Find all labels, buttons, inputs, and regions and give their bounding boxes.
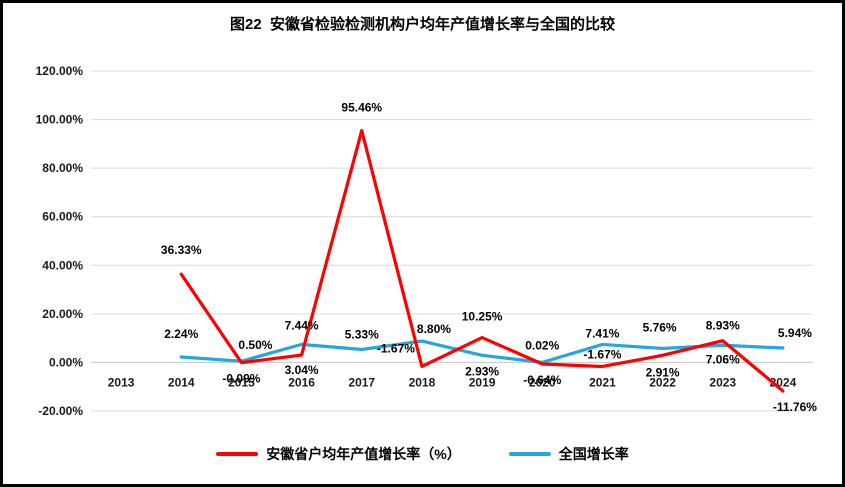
y-tick-label: 20.00% xyxy=(42,307,83,321)
x-axis-label: 2016 xyxy=(288,375,315,389)
x-axis-label: 2019 xyxy=(469,375,496,389)
data-label: 7.44% xyxy=(285,318,319,332)
data-label: -0.64% xyxy=(523,373,561,387)
data-label: 3.04% xyxy=(285,363,319,377)
y-tick-label: 120.00% xyxy=(36,64,84,78)
legend-item-national: 全国增长率 xyxy=(508,444,629,464)
data-label: 2.93% xyxy=(465,364,499,378)
x-axis-label: 2021 xyxy=(589,375,616,389)
legend-item-anhui: 安徽省户均年产值增长率（%） xyxy=(216,444,461,464)
legend-label-anhui: 安徽省户均年产值增长率（%） xyxy=(266,446,461,462)
data-label: 95.46% xyxy=(341,101,382,115)
data-label: -1.67% xyxy=(377,341,415,355)
x-axis-label: 2017 xyxy=(348,375,375,389)
x-axis-label: 2022 xyxy=(649,375,676,389)
chart-legend: 安徽省户均年产值增长率（%） 全国增长率 xyxy=(3,444,842,464)
x-axis-label: 2014 xyxy=(168,375,195,389)
y-tick-label: -20.00% xyxy=(38,404,83,418)
data-label: 10.25% xyxy=(462,310,503,324)
data-label: 0.02% xyxy=(525,338,559,352)
data-label: 0.50% xyxy=(238,338,272,352)
legend-label-national: 全国增长率 xyxy=(558,446,629,462)
legend-swatch-national xyxy=(508,452,551,456)
x-axis-label: 2020 xyxy=(529,375,556,389)
chart-title: 图22 安徽省检验检测机构户均年产值增长率与全国的比较 xyxy=(229,16,616,33)
data-label: 7.41% xyxy=(585,326,619,340)
y-tick-label: 60.00% xyxy=(42,210,83,224)
data-label: 8.93% xyxy=(706,319,740,333)
data-label: 7.06% xyxy=(706,352,740,366)
data-label: -1.67% xyxy=(583,347,621,361)
data-label: 2.24% xyxy=(164,327,198,341)
y-tick-label: 100.00% xyxy=(36,113,84,127)
chart-canvas: -20.00% 0.00% 20.00% 40.00% 60.00% 80.00% 100.… xyxy=(36,64,818,418)
series-line-national xyxy=(179,339,785,364)
data-label: 5.94% xyxy=(778,326,812,340)
y-tick-label: 0.00% xyxy=(49,355,83,369)
x-axis-label: 2015 xyxy=(228,375,255,389)
legend-swatch-anhui xyxy=(216,452,259,456)
y-tick-label: 80.00% xyxy=(42,161,83,175)
y-tick-label: 40.00% xyxy=(42,258,83,272)
x-axis-label: 2023 xyxy=(709,375,736,389)
data-label: 5.76% xyxy=(643,320,677,334)
data-label: 5.33% xyxy=(345,327,379,341)
x-axis-label: 2018 xyxy=(409,375,436,389)
data-label: 2.91% xyxy=(646,365,680,379)
data-label: -0.09% xyxy=(222,372,260,386)
data-label: -11.76% xyxy=(773,400,817,414)
data-label: 8.80% xyxy=(417,322,451,336)
series-line-anhui xyxy=(179,128,785,393)
x-axis-label: 2013 xyxy=(108,375,135,389)
data-label: 36.33% xyxy=(161,243,202,257)
